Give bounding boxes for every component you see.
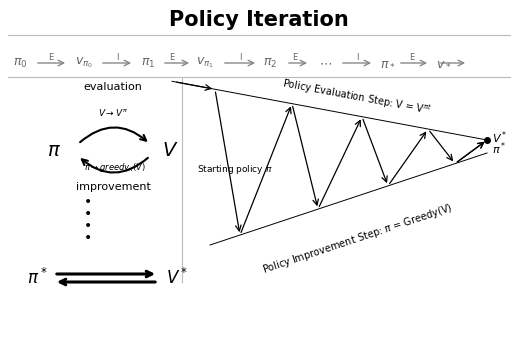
Text: $\pi_1$: $\pi_1$ — [141, 57, 155, 69]
Text: improvement: improvement — [76, 182, 150, 192]
Text: I: I — [239, 53, 241, 62]
Text: $v_{\pi_1}$: $v_{\pi_1}$ — [196, 56, 214, 70]
Text: •: • — [84, 195, 92, 209]
Text: $\pi^*$: $\pi^*$ — [492, 141, 506, 157]
Text: Policy Evaluation Step: V = V$^{\pi t}$: Policy Evaluation Step: V = V$^{\pi t}$ — [281, 76, 433, 119]
Text: $V$: $V$ — [162, 140, 178, 159]
Text: Starting policy $\pi$: Starting policy $\pi$ — [197, 163, 272, 176]
Text: E: E — [169, 53, 175, 62]
Text: I: I — [356, 53, 358, 62]
Text: $\pi$: $\pi$ — [47, 140, 61, 159]
Text: •: • — [84, 231, 92, 245]
Text: I: I — [116, 53, 118, 62]
Text: $v_{\pi_0}$: $v_{\pi_0}$ — [75, 56, 93, 70]
Text: $v_*$: $v_*$ — [436, 57, 452, 69]
Text: E: E — [292, 53, 298, 62]
Text: $\cdots$: $\cdots$ — [320, 57, 333, 69]
Text: E: E — [48, 53, 54, 62]
Text: $\pi_*$: $\pi_*$ — [380, 57, 396, 69]
Text: $\pi{\rightarrow}greedy_{\pi}(V)$: $\pi{\rightarrow}greedy_{\pi}(V)$ — [84, 161, 146, 174]
Text: Policy Iteration: Policy Iteration — [169, 10, 349, 30]
FancyArrowPatch shape — [82, 158, 148, 172]
Text: E: E — [409, 53, 414, 62]
Text: $V^*$: $V^*$ — [166, 268, 189, 288]
Text: •: • — [84, 207, 92, 221]
Text: $\pi^*$: $\pi^*$ — [27, 268, 48, 288]
Text: evaluation: evaluation — [83, 82, 142, 92]
Text: $V \rightarrow V^{\pi}$: $V \rightarrow V^{\pi}$ — [98, 108, 128, 118]
Text: Policy Improvement Step: $\pi$ = Greedy(V): Policy Improvement Step: $\pi$ = Greedy(… — [260, 201, 454, 277]
FancyArrowPatch shape — [80, 127, 146, 142]
Text: $\pi_2$: $\pi_2$ — [263, 57, 277, 69]
Text: $\pi_0$: $\pi_0$ — [13, 57, 27, 69]
Text: •: • — [84, 219, 92, 233]
Text: $V^*$: $V^*$ — [492, 130, 508, 146]
